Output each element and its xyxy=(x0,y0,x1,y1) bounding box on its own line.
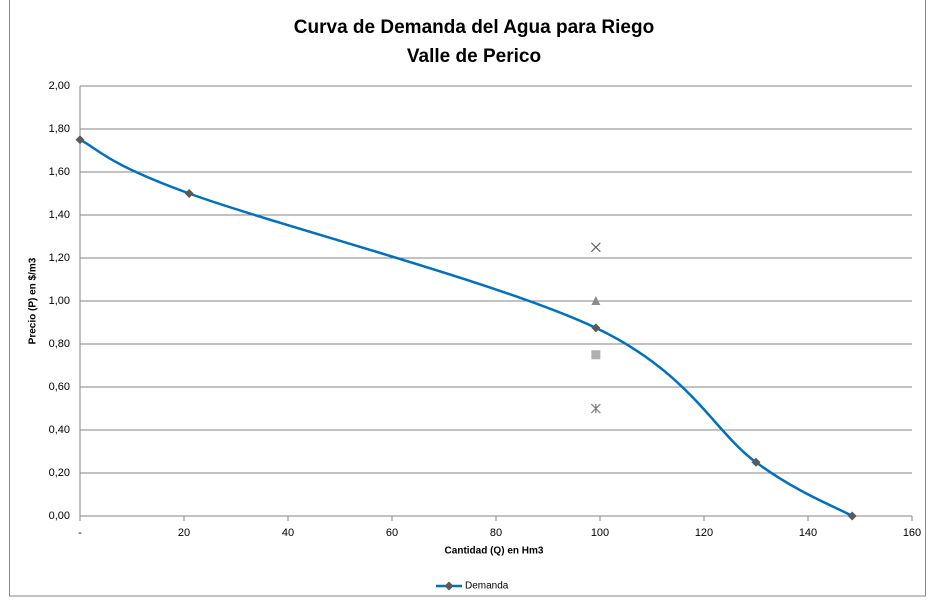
y-tick-label: 0,40 xyxy=(49,424,70,436)
data-point xyxy=(184,189,194,198)
y-tick-label: 1,40 xyxy=(49,209,70,221)
data-point xyxy=(590,242,601,253)
data-point xyxy=(590,403,601,414)
x-tick-label: 140 xyxy=(799,527,817,539)
x-tick-label: 80 xyxy=(490,527,502,539)
chart-frame xyxy=(9,0,926,597)
y-axis-title: Precio (P) en $/m3 xyxy=(28,257,39,344)
y-tick-label: 2,00 xyxy=(49,80,70,92)
x-tick-label: 100 xyxy=(591,527,609,539)
x-tick-label: 40 xyxy=(282,527,294,539)
y-tick-label: 0,80 xyxy=(49,338,70,350)
x-tick-label: 60 xyxy=(386,527,398,539)
x-axis-title: Cantidad (Q) en Hm3 xyxy=(445,546,544,557)
data-point xyxy=(75,135,85,145)
series-line xyxy=(79,138,853,518)
y-tick-label: 1,20 xyxy=(49,252,70,264)
data-point xyxy=(847,511,857,521)
y-tick-label: 1,80 xyxy=(49,123,70,135)
chart-subtitle: Valle de Perico xyxy=(407,46,541,67)
legend-label: Demanda xyxy=(465,581,509,592)
x-tick-label: 160 xyxy=(903,527,921,539)
y-tick-label: 0,60 xyxy=(49,381,70,393)
x-tick-label: - xyxy=(78,527,82,539)
y-tick-label: 1,60 xyxy=(49,166,70,178)
data-point xyxy=(591,323,601,333)
y-tick-label: 0,00 xyxy=(49,510,70,522)
data-point xyxy=(591,350,601,360)
x-tick-label: 120 xyxy=(695,527,713,539)
y-tick-label: 0,20 xyxy=(49,467,70,479)
chart-title: Curva de Demanda del Agua para Riego xyxy=(294,17,654,38)
data-point xyxy=(751,457,761,467)
legend-marker xyxy=(444,581,454,591)
y-tick-label: 1,00 xyxy=(49,295,70,307)
x-tick-label: 20 xyxy=(178,527,190,539)
data-point xyxy=(591,296,601,305)
